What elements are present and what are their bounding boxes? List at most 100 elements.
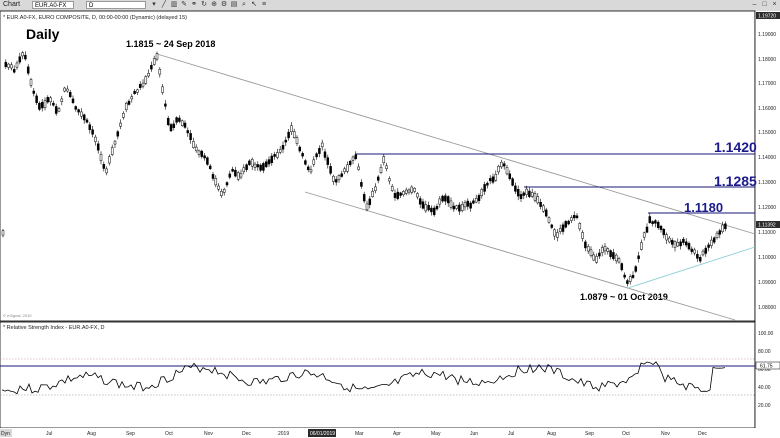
candle <box>348 160 352 165</box>
candle <box>444 195 447 202</box>
candle <box>110 147 114 155</box>
month-label: Nov <box>661 431 670 437</box>
candle <box>446 196 450 204</box>
annotation-high: 1.1815 ~ 24 Sep 2018 <box>126 39 215 49</box>
candle <box>267 159 271 165</box>
channel-lower-line[interactable] <box>304 191 736 321</box>
menu-icon[interactable]: ≡ <box>261 1 267 8</box>
channel-upper-line[interactable] <box>156 53 756 235</box>
candle <box>612 252 615 260</box>
time-axis[interactable] <box>0 428 780 438</box>
candle <box>161 86 164 93</box>
candle <box>99 153 103 162</box>
candle <box>603 245 607 252</box>
candle <box>402 191 405 196</box>
candle <box>491 176 495 183</box>
dyn-label: Dyn <box>1 431 10 437</box>
month-label: Jun <box>470 431 478 437</box>
line-icon[interactable]: ╱ <box>161 1 167 8</box>
cursor-icon[interactable]: ↖ <box>251 1 257 8</box>
search-icon[interactable]: ⌕ <box>242 1 246 8</box>
candle <box>399 192 402 196</box>
candle <box>234 169 237 177</box>
price-pane-header: * EUR.A0-FX, EURO COMPOSITE, D, 00:00-00… <box>3 15 187 21</box>
price-label: 1.16000 <box>758 106 776 112</box>
candle <box>91 129 94 135</box>
candle <box>508 173 512 180</box>
candle <box>614 254 618 262</box>
candle <box>631 274 635 278</box>
print-icon[interactable]: ▤ <box>230 1 238 8</box>
candle <box>390 186 394 191</box>
month-label: Aug <box>547 431 556 437</box>
candle <box>374 186 377 191</box>
candle <box>239 172 243 178</box>
candle <box>71 98 75 103</box>
drawing-icon[interactable]: ✎ <box>181 1 187 8</box>
dyn-button[interactable] <box>0 429 12 437</box>
chart-type-icon[interactable]: ▥ <box>170 1 178 8</box>
symbol-input[interactable]: EUR.A0-FX <box>32 1 74 9</box>
candle <box>472 200 475 204</box>
candle <box>136 89 139 93</box>
price-axis[interactable] <box>755 11 780 428</box>
rsi-pane[interactable] <box>0 321 756 429</box>
candle <box>676 242 680 247</box>
candle <box>236 172 240 180</box>
candle <box>276 152 279 158</box>
candle <box>430 207 433 213</box>
candle <box>539 201 542 207</box>
price-label: 1.10000 <box>758 255 776 261</box>
candle <box>206 157 209 165</box>
candle <box>346 164 349 172</box>
candle <box>396 191 400 200</box>
candle <box>122 113 125 118</box>
refresh-icon[interactable]: ↻ <box>201 1 207 8</box>
rsi-value-box <box>755 361 780 370</box>
chevron-down-icon[interactable]: ▾ <box>152 1 156 8</box>
minimize-icon[interactable]: – <box>752 1 757 8</box>
link-icon[interactable]: ⚭ <box>191 1 197 8</box>
copyright-text: © eSignal, 2019 <box>3 313 32 318</box>
candle <box>203 155 206 159</box>
candle <box>138 84 142 88</box>
rsi-line <box>1 361 726 395</box>
candle <box>141 82 145 87</box>
price-pane[interactable] <box>0 10 756 322</box>
candle <box>172 123 176 128</box>
candle <box>197 150 201 155</box>
candle <box>60 98 64 102</box>
candle <box>306 166 310 170</box>
candle <box>628 276 632 282</box>
maximize-icon[interactable]: □ <box>762 1 767 8</box>
support-trend-line[interactable] <box>627 246 756 289</box>
candle <box>183 122 187 128</box>
candle <box>620 263 624 271</box>
candle <box>273 154 276 157</box>
rsi-pane-header: * Relative Strength Index - EUR.A0-FX, D <box>3 325 105 331</box>
candle <box>455 205 458 209</box>
candle <box>544 209 548 217</box>
settings-icon[interactable]: ⚙ <box>220 1 228 8</box>
candle <box>250 159 254 167</box>
candle <box>648 216 652 223</box>
candle <box>435 206 439 210</box>
candle <box>410 186 414 193</box>
candle <box>502 163 506 167</box>
candle <box>4 61 8 67</box>
candle <box>211 174 215 179</box>
close-icon[interactable]: × <box>772 1 777 8</box>
candle <box>368 198 372 205</box>
candle <box>124 102 128 110</box>
candle <box>43 100 47 108</box>
interval-input[interactable]: D <box>86 1 146 9</box>
price-axis-labels: 1.19720 1.19000 1.18000 1.17000 1.16000 … <box>756 12 780 311</box>
zoom-icon[interactable]: ⊕ <box>211 1 217 8</box>
candle <box>486 182 489 186</box>
candle <box>682 238 685 243</box>
candle <box>49 97 52 103</box>
candle <box>707 244 710 248</box>
candle <box>152 58 156 65</box>
candle <box>63 87 66 92</box>
